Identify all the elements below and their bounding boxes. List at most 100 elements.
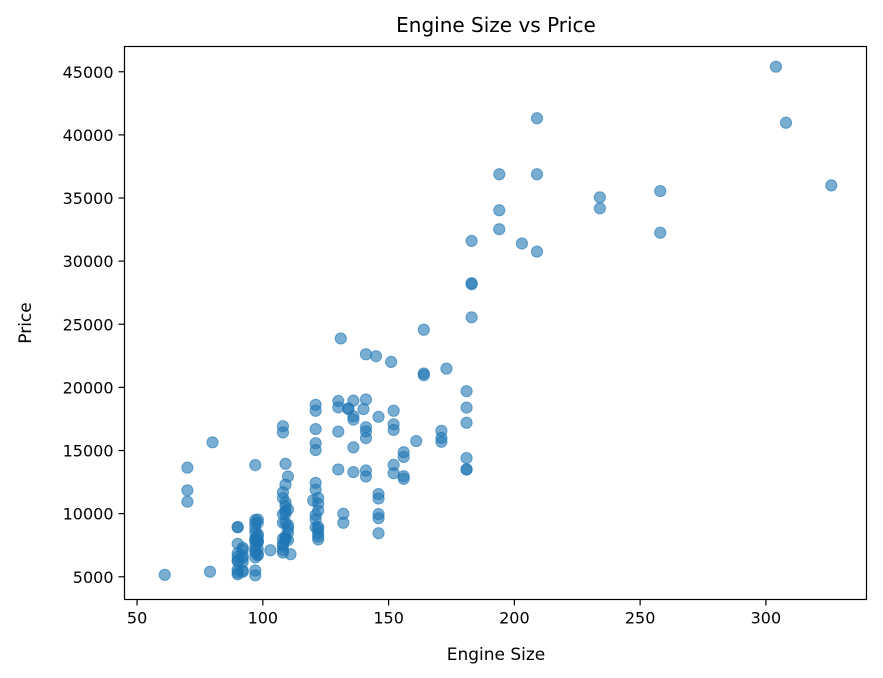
data-point	[372, 512, 385, 525]
y-tick-label: 35000	[63, 189, 114, 208]
data-point	[347, 394, 360, 407]
data-point	[181, 461, 194, 474]
data-point	[249, 459, 262, 472]
data-point	[397, 472, 410, 485]
data-point	[530, 168, 544, 181]
data-point	[332, 401, 345, 414]
x-tick-label: 150	[373, 609, 404, 628]
data-point	[530, 112, 544, 125]
data-point	[460, 401, 473, 414]
data-point	[417, 323, 430, 336]
chart-title: Engine Size vs Price	[396, 13, 596, 37]
data-point	[334, 332, 347, 345]
data-point	[181, 495, 194, 508]
x-tick-label: 200	[499, 609, 530, 628]
data-point	[372, 492, 385, 505]
data-point	[654, 184, 667, 198]
data-point	[203, 565, 217, 578]
y-axis-ticks: 5000 10000 15000 20000 25000 30000 35000 40000 4…	[63, 63, 125, 587]
data-point	[435, 435, 448, 448]
y-tick-label: 15000	[63, 442, 114, 461]
data-point	[347, 413, 360, 426]
data-point	[530, 245, 544, 258]
data-point	[493, 168, 506, 181]
data-point	[251, 513, 264, 526]
data-point	[251, 549, 264, 562]
data-point	[460, 452, 473, 465]
data-point	[332, 463, 345, 476]
x-axis-title: Engine Size	[447, 645, 546, 665]
data-point	[493, 223, 506, 236]
data-point	[372, 527, 385, 540]
data-point	[359, 393, 373, 406]
y-tick-label: 45000	[63, 63, 114, 82]
data-point	[387, 467, 400, 480]
x-tick-label: 50	[127, 609, 147, 628]
x-tick-label: 300	[751, 609, 782, 628]
data-point	[387, 404, 400, 417]
data-point	[397, 450, 410, 464]
data-point	[312, 533, 325, 546]
data-point	[515, 237, 529, 250]
data-point	[264, 544, 277, 557]
data-point	[284, 548, 297, 561]
data-point	[332, 425, 345, 438]
plot-area-frame	[123, 45, 868, 601]
data-point	[281, 470, 295, 483]
data-point	[309, 404, 322, 417]
data-point	[236, 549, 249, 562]
data-point	[158, 568, 171, 581]
data-point	[440, 362, 453, 375]
data-point	[372, 410, 385, 423]
data-point	[249, 564, 262, 577]
data-point	[465, 278, 478, 291]
data-point	[460, 463, 473, 476]
y-tick-label: 40000	[63, 126, 114, 145]
data-point	[359, 431, 373, 445]
data-point	[281, 534, 295, 547]
x-tick-label: 250	[625, 609, 656, 628]
x-tick-label: 100	[248, 609, 279, 628]
data-point	[825, 179, 838, 192]
data-point	[465, 311, 478, 324]
y-tick-label: 5000	[73, 568, 114, 587]
data-point	[410, 434, 423, 448]
y-axis-title: Price	[16, 302, 36, 343]
data-point	[779, 116, 793, 129]
data-point	[359, 348, 373, 361]
data-point	[276, 426, 290, 439]
data-point	[181, 484, 194, 497]
data-point	[309, 443, 322, 457]
data-point	[281, 503, 295, 516]
data-point	[309, 423, 322, 436]
data-point	[465, 234, 478, 248]
data-point	[347, 441, 360, 454]
data-point	[385, 355, 398, 369]
data-point	[369, 350, 383, 363]
data-point	[359, 470, 373, 483]
y-tick-label: 20000	[63, 378, 114, 397]
data-point	[654, 226, 667, 239]
data-point	[460, 385, 473, 398]
data-point	[593, 191, 606, 204]
y-tick-label: 30000	[63, 252, 114, 271]
y-tick-label: 10000	[63, 505, 114, 524]
data-point	[769, 60, 783, 73]
data-point	[417, 369, 430, 382]
data-point	[347, 465, 360, 479]
data-point	[312, 504, 325, 517]
data-point	[279, 457, 292, 470]
data-point	[593, 202, 606, 215]
points-layer	[158, 60, 838, 582]
data-point	[337, 516, 350, 529]
data-point	[206, 436, 219, 449]
data-point	[236, 565, 249, 578]
x-axis-ticks: 50 100 150 200 250 300	[127, 599, 782, 628]
y-tick-label: 25000	[63, 315, 114, 334]
data-point	[231, 520, 244, 534]
data-point	[493, 204, 506, 217]
data-point	[387, 423, 400, 437]
data-point	[460, 416, 473, 429]
